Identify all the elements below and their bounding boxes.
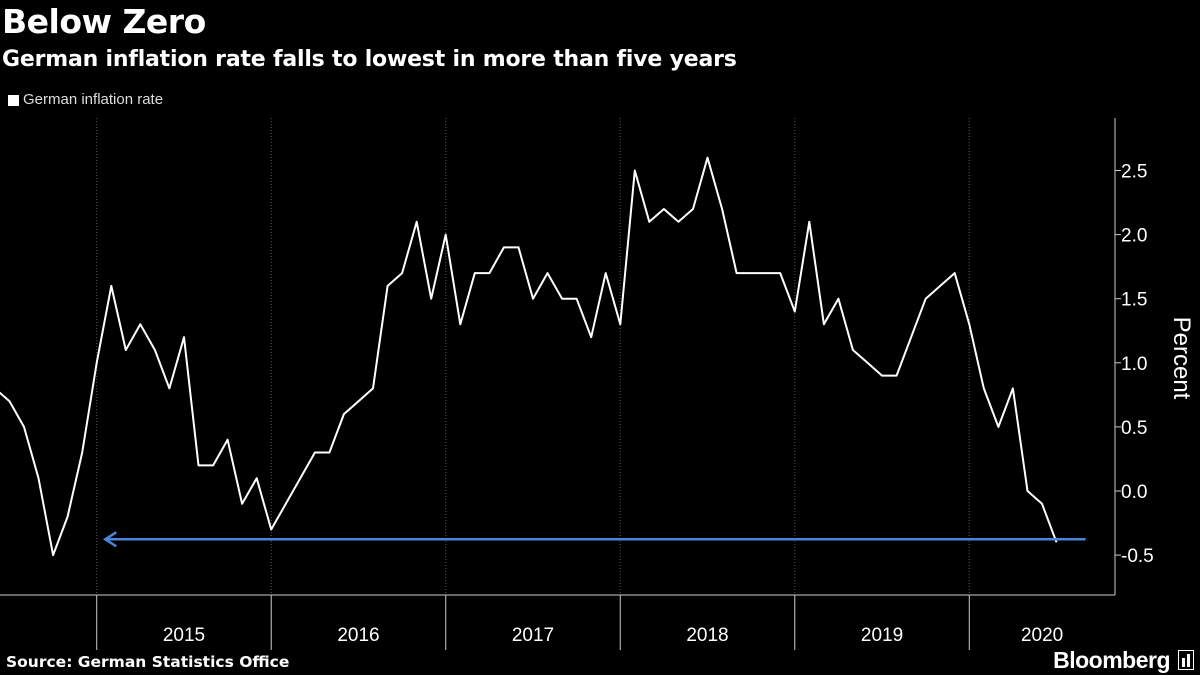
annotation-layer <box>102 531 1086 548</box>
y-tick-label: -0.5 <box>1121 546 1154 567</box>
y-axis-label: Percent <box>1168 317 1195 400</box>
brand-logo: Bloomberg <box>1053 647 1170 673</box>
x-tick-label: 2016 <box>337 625 379 646</box>
chart-title: Below Zero <box>2 2 206 41</box>
x-tick-label: 2015 <box>163 625 205 646</box>
y-tick-label: 0.0 <box>1121 482 1147 503</box>
y-tick-label: 1.0 <box>1121 354 1147 375</box>
tick-labels: 2015 2016 2017 2018 2019 2020 -0.5 0.0 0.5 1.0 1.5… <box>163 162 1154 647</box>
y-tick-label: 1.5 <box>1121 290 1147 311</box>
legend: German inflation rate <box>8 89 163 111</box>
source-note: Source: German Statistics Office <box>6 653 290 671</box>
x-tick-label: 2017 <box>512 625 554 646</box>
grid-lines <box>96 118 970 595</box>
legend-swatch <box>8 94 19 106</box>
annotation-arrow-head <box>102 531 117 548</box>
axes <box>0 118 1121 650</box>
series-line <box>0 156 1058 557</box>
x-tick-label: 2020 <box>1021 625 1063 646</box>
series-layer <box>0 156 1058 557</box>
y-tick-label: 2.5 <box>1121 162 1147 183</box>
x-tick-label: 2018 <box>686 625 728 646</box>
y-tick-label: 0.5 <box>1121 418 1147 439</box>
bloomberg-terminal-icon <box>1178 650 1194 670</box>
chart-subtitle: German inflation rate falls to lowest in… <box>2 47 737 72</box>
legend-label: German inflation rate <box>23 91 164 108</box>
x-tick-label: 2019 <box>861 625 903 646</box>
y-tick-label: 2.0 <box>1121 226 1147 247</box>
